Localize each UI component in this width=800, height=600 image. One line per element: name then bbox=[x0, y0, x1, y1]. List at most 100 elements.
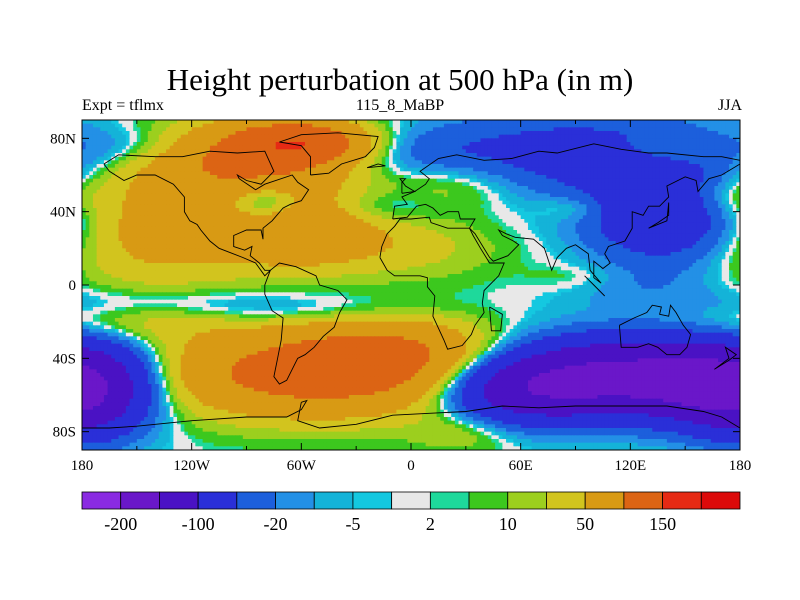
field-cell bbox=[425, 142, 430, 147]
field-cell bbox=[615, 120, 620, 125]
field-cell bbox=[699, 197, 705, 202]
field-cell bbox=[666, 127, 672, 132]
field-cell bbox=[275, 160, 280, 165]
field-cell bbox=[136, 149, 142, 154]
field-cell bbox=[213, 167, 218, 172]
field-cell bbox=[462, 160, 467, 165]
field-cell bbox=[549, 211, 555, 216]
field-cell bbox=[527, 145, 533, 150]
field-cell bbox=[144, 142, 149, 147]
field-cell bbox=[103, 186, 109, 191]
field-cell bbox=[319, 186, 324, 191]
field-cell bbox=[454, 123, 460, 128]
field-cell bbox=[111, 153, 116, 158]
field-cell bbox=[458, 167, 463, 172]
field-cell bbox=[235, 167, 240, 172]
field-cell bbox=[396, 167, 401, 172]
field-cell bbox=[169, 200, 174, 205]
field-cell bbox=[334, 127, 339, 132]
field-cell bbox=[188, 193, 193, 198]
field-cell bbox=[213, 145, 218, 150]
field-cell bbox=[469, 186, 474, 191]
field-cell bbox=[315, 153, 321, 158]
field-cell bbox=[392, 197, 397, 202]
field-cell bbox=[231, 134, 237, 139]
field-cell bbox=[195, 208, 200, 213]
field-cell bbox=[597, 149, 602, 154]
field-cell bbox=[89, 215, 94, 220]
field-cell bbox=[707, 127, 712, 132]
field-cell bbox=[414, 127, 419, 132]
field-cell bbox=[290, 197, 295, 202]
field-cell bbox=[348, 211, 354, 216]
field-cell bbox=[235, 219, 240, 224]
field-cell bbox=[348, 219, 354, 224]
field-cell bbox=[458, 142, 463, 147]
field-cell bbox=[685, 120, 690, 125]
field-cell bbox=[458, 145, 463, 150]
field-cell bbox=[498, 167, 503, 172]
field-cell bbox=[155, 145, 160, 150]
field-cell bbox=[443, 208, 449, 213]
field-cell bbox=[487, 200, 493, 205]
field-cell bbox=[180, 197, 185, 202]
field-cell bbox=[261, 134, 266, 139]
field-cell bbox=[714, 208, 719, 213]
field-cell bbox=[107, 167, 112, 172]
field-cell bbox=[356, 127, 361, 132]
field-cell bbox=[648, 142, 653, 147]
field-cell bbox=[290, 167, 295, 172]
field-cell bbox=[480, 153, 485, 158]
field-cell bbox=[538, 186, 544, 191]
field-cell bbox=[509, 145, 514, 150]
field-cell bbox=[308, 175, 313, 180]
field-cell bbox=[465, 123, 471, 128]
field-cell bbox=[103, 149, 109, 154]
field-cell bbox=[677, 142, 683, 147]
field-cell bbox=[593, 123, 599, 128]
field-cell bbox=[370, 204, 376, 209]
field-cell bbox=[721, 211, 726, 216]
field-cell bbox=[707, 160, 712, 165]
field-cell bbox=[524, 208, 529, 213]
field-cell bbox=[473, 153, 478, 158]
field-cell bbox=[469, 197, 474, 202]
field-cell bbox=[677, 193, 683, 198]
field-cell bbox=[443, 120, 449, 125]
field-cell bbox=[414, 134, 419, 139]
field-cell bbox=[290, 131, 295, 136]
field-cell bbox=[118, 175, 123, 180]
field-cell bbox=[688, 186, 694, 191]
field-cell bbox=[294, 197, 299, 202]
field-cell bbox=[312, 208, 317, 213]
field-cell bbox=[220, 149, 226, 154]
field-cell bbox=[286, 219, 291, 224]
field-cell bbox=[531, 123, 536, 128]
field-cell bbox=[436, 189, 441, 194]
field-cell bbox=[301, 142, 306, 147]
field-cell bbox=[89, 149, 94, 154]
field-cell bbox=[637, 142, 642, 147]
field-cell bbox=[341, 167, 346, 172]
field-cell bbox=[268, 186, 273, 191]
field-cell bbox=[400, 164, 405, 169]
field-cell bbox=[425, 197, 430, 202]
field-cell bbox=[140, 171, 145, 176]
field-cell bbox=[440, 186, 445, 191]
field-cell bbox=[707, 123, 712, 128]
field-cell bbox=[644, 149, 650, 154]
field-cell bbox=[114, 175, 120, 180]
field-cell bbox=[440, 215, 445, 220]
field-cell bbox=[542, 171, 547, 176]
field-cell bbox=[286, 197, 291, 202]
field-cell bbox=[692, 171, 697, 176]
field-cell bbox=[612, 175, 617, 180]
field-cell bbox=[432, 197, 438, 202]
field-cell bbox=[151, 123, 156, 128]
field-cell bbox=[330, 138, 335, 143]
field-cell bbox=[370, 200, 376, 205]
field-cell bbox=[454, 204, 460, 209]
field-cell bbox=[195, 219, 200, 224]
field-cell bbox=[220, 156, 226, 161]
field-cell bbox=[100, 138, 105, 143]
